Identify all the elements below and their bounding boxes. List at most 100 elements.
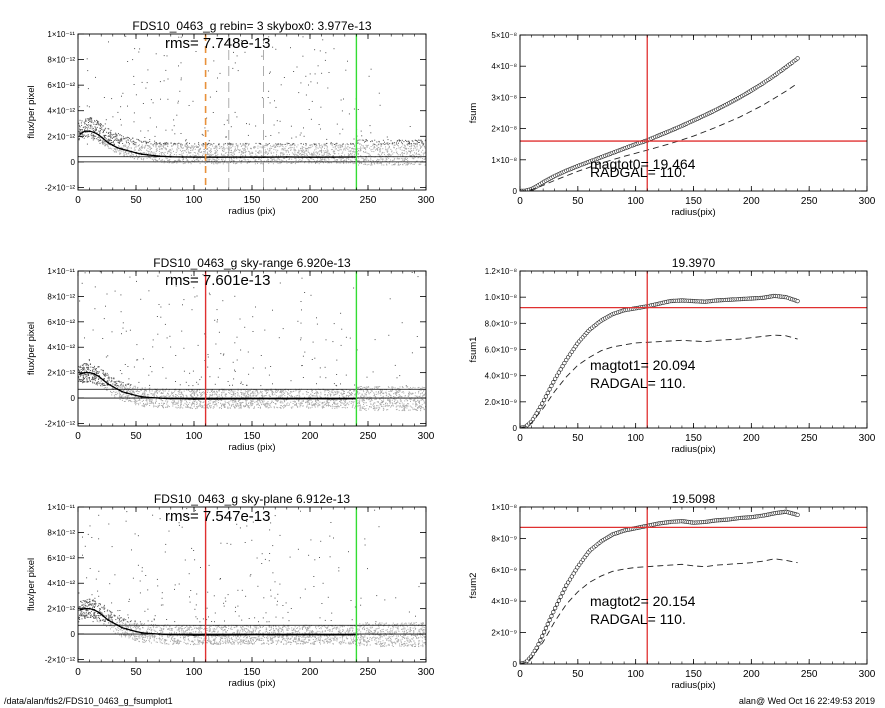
scatter-point (285, 150, 287, 151)
scatter-point (349, 392, 350, 394)
scatter-point (363, 399, 364, 401)
scatter-point (297, 151, 299, 153)
scatter-point (106, 140, 108, 142)
scatter-point (211, 162, 212, 164)
scatter-point (163, 396, 165, 398)
scatter-point (324, 158, 326, 160)
scatter-point (186, 389, 188, 391)
scatter-point (192, 154, 194, 156)
scatter-point (308, 401, 310, 403)
scatter-point (311, 406, 313, 408)
scatter-point (393, 396, 395, 397)
scatter-point (141, 81, 143, 83)
scatter-point (315, 400, 317, 402)
scatter-point (337, 402, 339, 404)
scatter-point (247, 406, 249, 408)
scatter-point (387, 148, 389, 150)
scatter-point (156, 391, 158, 393)
scatter-point (377, 154, 379, 156)
scatter-point (361, 144, 362, 146)
scatter-point (89, 364, 91, 365)
scatter-point (180, 147, 182, 149)
scatter-point (206, 145, 208, 147)
scatter-point (420, 399, 422, 401)
scatter-point (394, 364, 396, 366)
scatter-point (405, 385, 407, 387)
scatter-point (149, 117, 151, 119)
scatter-point (418, 407, 420, 409)
scatter-point (286, 403, 288, 405)
scatter-point (374, 145, 375, 147)
scatter-point (325, 52, 327, 54)
scatter-point (181, 393, 183, 395)
scatter-point (258, 159, 260, 160)
scatter-point (96, 126, 98, 128)
scatter-point (416, 403, 417, 405)
scatter-point (96, 132, 98, 134)
scatter-point (256, 401, 258, 403)
scatter-point (223, 407, 225, 408)
scatter-point (191, 146, 193, 148)
scatter-point (369, 398, 371, 400)
scatter-point (374, 409, 376, 411)
scatter-point (112, 142, 114, 143)
scatter-point (269, 149, 271, 151)
scatter-point (149, 146, 151, 148)
scatter-point (132, 391, 134, 393)
scatter-point (189, 146, 191, 148)
scatter-point (342, 393, 344, 395)
scatter-point (336, 393, 338, 395)
scatter-point (223, 124, 225, 126)
scatter-point (131, 153, 133, 155)
scatter-point (370, 160, 372, 162)
scatter-point (251, 151, 253, 153)
scatter-point (232, 154, 234, 156)
scatter-point (290, 149, 292, 151)
scatter-point (211, 144, 213, 146)
scatter-point (244, 159, 246, 161)
scatter-point (130, 384, 132, 386)
scatter-point (311, 404, 313, 406)
scatter-point (410, 393, 412, 395)
scatter-point (277, 407, 279, 409)
scatter-point (114, 391, 116, 393)
scatter-point (316, 82, 318, 84)
scatter-point (94, 376, 96, 378)
scatter-point (185, 157, 187, 159)
scatter-point (177, 102, 179, 104)
scatter-point (403, 152, 405, 154)
scatter-point (301, 157, 303, 159)
scatter-point (286, 149, 288, 151)
scatter-point (405, 139, 406, 141)
scatter-point (396, 158, 398, 160)
scatter-point (152, 143, 154, 145)
scatter-point (340, 400, 342, 402)
scatter-point (272, 159, 274, 161)
scatter-point (338, 153, 340, 155)
scatter-point (300, 402, 302, 404)
scatter-point (327, 160, 329, 162)
scatter-point (270, 402, 272, 404)
scatter-point (267, 407, 269, 409)
scatter-point (245, 401, 247, 403)
scatter-point (153, 145, 155, 147)
scatter-point (388, 334, 390, 336)
scatter-point (380, 391, 382, 393)
scatter-point (244, 148, 246, 149)
scatter-point (280, 154, 281, 156)
scatter-point (320, 128, 321, 130)
scatter-point (255, 155, 257, 157)
scatter-point (176, 114, 178, 116)
scatter-point (235, 143, 237, 145)
scatter-point (293, 71, 295, 72)
scatter-point (210, 150, 212, 151)
scatter-point (380, 155, 382, 157)
scatter-point (213, 159, 215, 161)
scatter-point (266, 403, 268, 405)
scatter-point (218, 158, 220, 160)
scatter-point (250, 395, 252, 397)
scatter-point (398, 145, 399, 147)
scatter-point (207, 148, 209, 150)
scatter-point (101, 128, 103, 130)
scatter-point (128, 147, 130, 149)
